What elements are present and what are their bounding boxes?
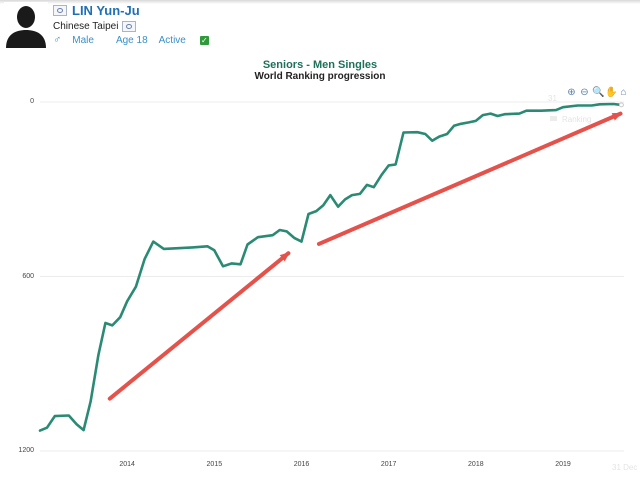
- annotation-layer: [107, 111, 623, 401]
- x-tick-label-2019: 2019: [555, 461, 571, 468]
- country-row: Chinese Taipei: [53, 21, 137, 32]
- x-tick-label-2018: 2018: [468, 461, 484, 468]
- faded-date-label: 31: [548, 94, 557, 103]
- series-line-ranking: [38, 102, 623, 432]
- top-shadow: [0, 0, 640, 4]
- trend-arrow-1: [107, 251, 291, 401]
- chart-toolbar: ⊕ ⊖ 🔍 ✋ ⌂: [566, 87, 629, 98]
- legend-swatch: [550, 116, 557, 121]
- legend-label: Ranking: [562, 115, 591, 124]
- x-tick-label-2015: 2015: [207, 461, 223, 468]
- series-end-point: [618, 102, 624, 108]
- zoom-out-icon[interactable]: ⊖: [580, 87, 589, 98]
- player-name[interactable]: LIN Yun-Ju: [72, 3, 140, 18]
- gender-text: Male: [72, 34, 94, 46]
- player-meta: ♂ Male Age 18 Active ✓: [53, 34, 231, 46]
- y-tick-label-1200: 1200: [18, 447, 34, 454]
- home-icon[interactable]: ⌂: [620, 87, 627, 98]
- x-tick-label-2017: 2017: [381, 461, 397, 468]
- legend: 31 Ranking 31 Dec: [548, 94, 637, 472]
- trend-arrow-2: [316, 111, 623, 246]
- player-name-heading: LIN Yun-Ju: [53, 3, 140, 18]
- chart-title: Seniors - Men Singles: [262, 59, 378, 71]
- pan-hand-icon[interactable]: ✋: [605, 87, 618, 98]
- flag-icon: [53, 5, 67, 16]
- gender-badge: ♂ Male: [53, 34, 105, 46]
- magnify-icon[interactable]: 🔍: [592, 87, 605, 98]
- series-layer: [38, 102, 624, 432]
- y-tick-label-600: 600: [22, 273, 34, 280]
- status-text: Active: [158, 34, 186, 46]
- age-text: Age 18: [115, 34, 148, 46]
- zoom-in-icon[interactable]: ⊕: [567, 87, 576, 98]
- check-icon: ✓: [199, 35, 209, 45]
- country-name: Chinese Taipei: [53, 21, 119, 32]
- x-tick-label-2016: 2016: [294, 461, 310, 468]
- grid-layer: [40, 101, 624, 452]
- faded-axis-label: 31 Dec: [612, 463, 637, 472]
- y-tick-label-0: 0: [30, 98, 34, 105]
- chart-subtitle: World Ranking progression: [254, 71, 386, 82]
- male-icon: ♂: [53, 34, 62, 46]
- status-badge: Active ✓: [159, 35, 220, 46]
- avatar: [4, 2, 48, 48]
- x-tick-label-2014: 2014: [119, 461, 135, 468]
- x-axis-labels: 2014 2015 2016 2017 2018 2019: [119, 461, 571, 468]
- country-flag-icon: [122, 21, 137, 32]
